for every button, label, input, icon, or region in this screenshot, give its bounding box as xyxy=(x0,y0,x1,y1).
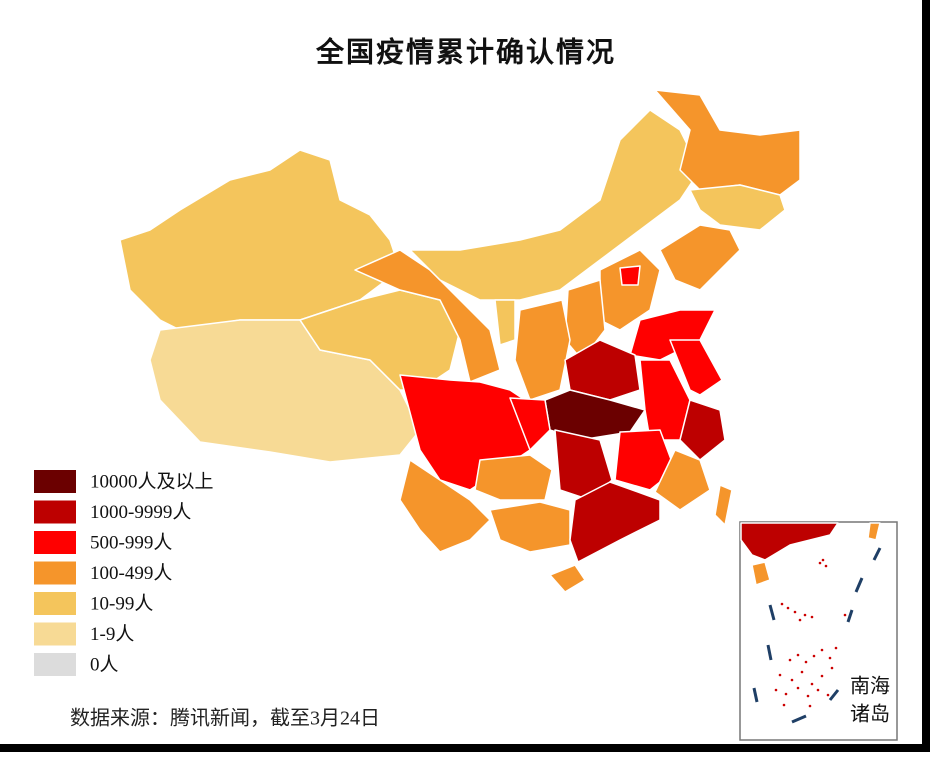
legend-swatch xyxy=(34,622,76,646)
legend-swatch xyxy=(34,500,76,524)
province xyxy=(669,339,723,396)
legend-label: 1000-9999人 xyxy=(90,501,191,523)
map-title: 全国疫情累计确认情况 xyxy=(315,35,616,68)
provinces xyxy=(119,89,801,593)
source-note: 数据来源：腾讯新闻，截至3月24日 xyxy=(70,707,380,730)
islands xyxy=(774,558,847,708)
province xyxy=(399,459,491,553)
legend: 10000人及以上 1000-9999人 500-999人 100-499人 10-99… xyxy=(34,470,214,676)
province xyxy=(751,561,771,586)
boundary-dashes xyxy=(752,547,882,724)
frame-edge xyxy=(922,0,930,752)
legend-label: 10000人及以上 xyxy=(90,470,214,492)
province xyxy=(509,397,551,451)
province xyxy=(549,564,586,593)
province xyxy=(689,184,786,231)
legend-swatch xyxy=(34,470,76,493)
province xyxy=(867,522,881,541)
inset: 南海 诸岛 xyxy=(739,521,898,741)
province xyxy=(474,454,553,501)
province xyxy=(679,399,726,461)
inset-label: 诸岛 xyxy=(850,703,890,726)
legend-label: 100-499人 xyxy=(90,562,172,584)
province xyxy=(354,249,501,383)
frame-edge xyxy=(0,744,930,752)
legend-swatch xyxy=(34,561,76,585)
province xyxy=(494,299,516,346)
legend-swatch xyxy=(34,592,76,615)
legend-swatch xyxy=(34,531,76,554)
province xyxy=(514,299,571,401)
province xyxy=(619,265,641,286)
legend-label: 1-9人 xyxy=(90,623,134,645)
inset-label: 南海 xyxy=(850,675,890,698)
legend-label: 500-999人 xyxy=(90,531,172,553)
province xyxy=(740,522,839,561)
province xyxy=(714,484,733,526)
legend-label: 0人 xyxy=(90,653,119,675)
legend-label: 10-99人 xyxy=(90,592,153,614)
legend-swatch xyxy=(34,653,76,676)
province xyxy=(299,289,461,391)
province xyxy=(654,89,801,196)
province xyxy=(654,449,711,511)
province xyxy=(569,481,661,563)
province xyxy=(659,224,741,291)
province xyxy=(489,501,571,553)
